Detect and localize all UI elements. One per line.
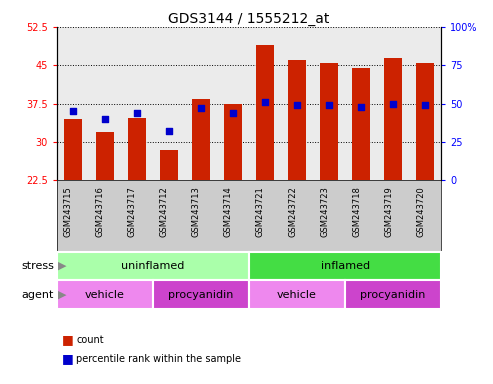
Text: percentile rank within the sample: percentile rank within the sample bbox=[76, 354, 242, 364]
Point bbox=[197, 105, 205, 111]
Text: GSM243722: GSM243722 bbox=[288, 186, 297, 237]
Bar bbox=[256, 45, 274, 180]
Bar bbox=[64, 119, 81, 180]
Text: agent: agent bbox=[22, 290, 54, 300]
Bar bbox=[224, 104, 242, 180]
Text: GSM243718: GSM243718 bbox=[352, 186, 361, 237]
Point bbox=[421, 102, 429, 108]
Point bbox=[325, 102, 333, 108]
Bar bbox=[320, 63, 338, 180]
Bar bbox=[57, 252, 249, 280]
Point bbox=[261, 99, 269, 105]
Bar bbox=[96, 132, 113, 180]
Text: ▶: ▶ bbox=[58, 261, 66, 271]
Bar bbox=[57, 280, 153, 309]
Text: GSM243720: GSM243720 bbox=[416, 186, 425, 237]
Bar bbox=[288, 60, 306, 180]
Text: GSM243714: GSM243714 bbox=[224, 186, 233, 237]
Text: vehicle: vehicle bbox=[85, 290, 125, 300]
Text: GSM243723: GSM243723 bbox=[320, 186, 329, 237]
Point bbox=[165, 128, 173, 134]
Text: GSM243715: GSM243715 bbox=[64, 186, 73, 237]
Text: GSM243721: GSM243721 bbox=[256, 186, 265, 237]
Point bbox=[69, 108, 77, 114]
Bar bbox=[249, 280, 345, 309]
Bar bbox=[153, 280, 249, 309]
Text: vehicle: vehicle bbox=[277, 290, 317, 300]
Bar bbox=[128, 118, 145, 180]
Text: ■: ■ bbox=[62, 333, 73, 346]
Text: GSM243712: GSM243712 bbox=[160, 186, 169, 237]
Point bbox=[357, 104, 365, 110]
Text: procyanidin: procyanidin bbox=[360, 290, 426, 300]
Text: inflamed: inflamed bbox=[320, 261, 370, 271]
Text: GSM243716: GSM243716 bbox=[96, 186, 105, 237]
Bar bbox=[352, 68, 370, 180]
Text: ▶: ▶ bbox=[58, 290, 66, 300]
Point bbox=[101, 116, 108, 122]
Bar bbox=[417, 63, 434, 180]
Text: GSM243713: GSM243713 bbox=[192, 186, 201, 237]
Point bbox=[133, 110, 141, 116]
Point bbox=[389, 101, 397, 107]
Point bbox=[293, 102, 301, 108]
Text: uninflamed: uninflamed bbox=[121, 261, 184, 271]
Point bbox=[229, 110, 237, 116]
Text: count: count bbox=[76, 335, 104, 345]
Bar bbox=[249, 252, 441, 280]
Text: stress: stress bbox=[21, 261, 54, 271]
Bar bbox=[160, 150, 177, 180]
Text: procyanidin: procyanidin bbox=[168, 290, 234, 300]
Bar bbox=[345, 280, 441, 309]
Bar bbox=[385, 58, 402, 180]
Text: ■: ■ bbox=[62, 353, 73, 366]
Bar bbox=[192, 99, 210, 180]
Title: GDS3144 / 1555212_at: GDS3144 / 1555212_at bbox=[168, 12, 330, 26]
Text: GSM243719: GSM243719 bbox=[384, 186, 393, 237]
Text: GSM243717: GSM243717 bbox=[128, 186, 137, 237]
